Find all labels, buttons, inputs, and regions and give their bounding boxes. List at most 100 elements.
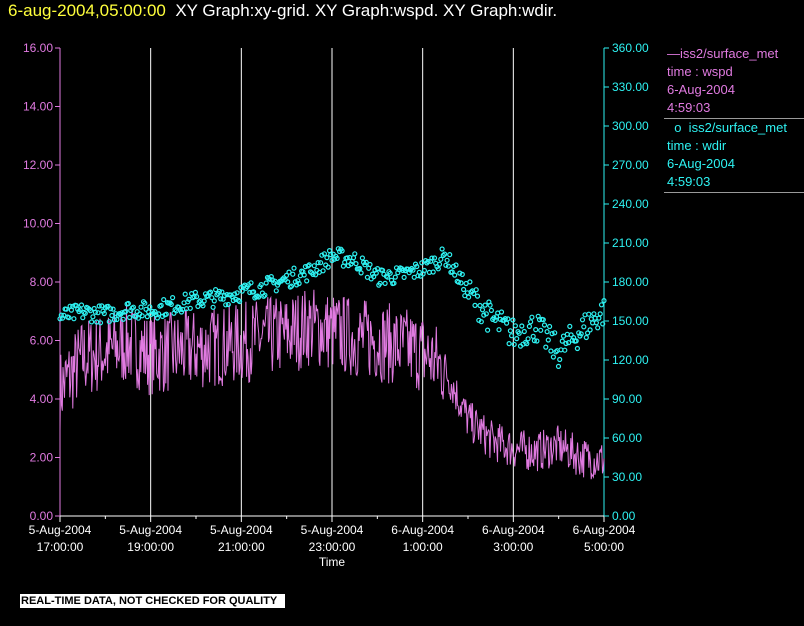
wdir-point (296, 280, 302, 287)
wdir-point (533, 327, 539, 333)
wdir-point (90, 314, 96, 320)
wdir-point (574, 345, 581, 352)
x-tick-label: 19:00:00 (127, 540, 174, 554)
wdir-point (88, 319, 95, 325)
wdir-point (291, 265, 297, 271)
x-tick-label: 6-Aug-2004 (573, 523, 636, 537)
right-y-tick-label: 360.00 (612, 41, 649, 55)
legend-wdir-variable: time : wdir (667, 138, 727, 153)
wdir-point (99, 303, 105, 309)
wdir-point (442, 251, 448, 257)
x-tick-label: 6-Aug-2004 (482, 523, 545, 537)
x-tick-label: 5-Aug-2004 (29, 523, 92, 537)
legend-divider (664, 118, 804, 119)
wdir-point (526, 323, 533, 329)
wdir-point (201, 298, 207, 304)
wdir-point (114, 316, 120, 323)
wdir-point (511, 341, 517, 347)
wdir-point (496, 327, 502, 333)
right-y-tick-label: 60.00 (612, 431, 642, 445)
legend-wspd-date: 6-Aug-2004 (667, 82, 735, 97)
wdir-point (334, 255, 340, 261)
wdir-point (504, 320, 510, 326)
x-axis-label: Time (319, 555, 346, 569)
wdir-point (363, 259, 369, 265)
wdir-point (142, 300, 148, 306)
x-tick-label: 5-Aug-2004 (301, 523, 364, 537)
right-y-tick-label: 150.00 (612, 314, 649, 328)
wdir-point (519, 323, 525, 329)
page-title: 6-aug-2004,05:00:00 XY Graph:xy-grid. XY… (8, 1, 557, 21)
wdir-point (306, 262, 312, 268)
wdir-series-points (57, 246, 607, 369)
x-tick-label: 21:00:00 (218, 540, 265, 554)
wdir-point (431, 255, 438, 261)
wdir-point (77, 307, 83, 313)
wdir-point (187, 305, 193, 311)
wdir-point (483, 311, 489, 317)
x-tick-label: 5-Aug-2004 (210, 523, 273, 537)
wdir-point (96, 303, 102, 309)
wdir-point (425, 258, 431, 265)
wdir-point (482, 302, 488, 308)
wdir-point (144, 314, 150, 320)
wdir-point (601, 298, 607, 304)
wdir-point (320, 268, 326, 274)
wdir-point (555, 363, 562, 369)
wdir-point (353, 261, 359, 267)
wdir-point (467, 279, 473, 285)
wdir-point (182, 291, 188, 297)
wdir-point (541, 322, 548, 328)
wdir-point (559, 338, 565, 344)
wdir-point (233, 296, 239, 302)
wdir-point (458, 280, 464, 286)
wdir-point (525, 336, 531, 342)
right-y-tick-label: 120.00 (612, 353, 649, 367)
wdir-point (419, 260, 425, 266)
wdir-point (550, 354, 557, 360)
wdir-point (438, 256, 444, 262)
wdir-point (194, 294, 200, 300)
wdir-point (429, 255, 435, 261)
wdir-point (125, 300, 131, 307)
wdir-point (544, 329, 550, 335)
wdir-point (256, 294, 262, 300)
wdir-point (262, 292, 268, 298)
wdir-point (123, 308, 129, 314)
wdir-point (557, 356, 563, 363)
wdir-point (510, 317, 516, 323)
wdir-point (567, 323, 573, 329)
title-graph-list: XY Graph:xy-grid. XY Graph:wspd. XY Grap… (175, 1, 558, 20)
wdir-point (477, 302, 483, 309)
wdir-point (321, 251, 327, 257)
wdir-point (516, 330, 522, 336)
wdir-point (410, 267, 416, 273)
wdir-point (97, 320, 104, 326)
wdir-point (506, 341, 512, 347)
x-tick-label: 6-Aug-2004 (391, 523, 454, 537)
wdir-point (192, 289, 198, 295)
wdir-point (178, 309, 185, 315)
wdir-point (474, 293, 481, 299)
right-y-tick-label: 330.00 (612, 80, 649, 94)
wdir-point (430, 269, 436, 275)
wdir-point (304, 278, 310, 284)
wdir-point (324, 255, 330, 261)
wdir-point (581, 324, 587, 330)
wdir-point (285, 279, 291, 285)
wdir-point (156, 311, 162, 317)
wdir-point (358, 270, 364, 276)
wdir-point (318, 260, 324, 266)
wdir-point (586, 311, 592, 317)
wdir-point (455, 279, 462, 285)
wdir-point (235, 297, 241, 303)
wdir-point (342, 259, 348, 265)
wdir-point (391, 280, 397, 286)
x-tick-label: 1:00:00 (403, 540, 443, 554)
wdir-point (273, 288, 279, 294)
wdir-point (421, 267, 427, 274)
wdir-point (459, 271, 465, 277)
wdir-point (170, 295, 176, 301)
wdir-point (406, 270, 412, 276)
